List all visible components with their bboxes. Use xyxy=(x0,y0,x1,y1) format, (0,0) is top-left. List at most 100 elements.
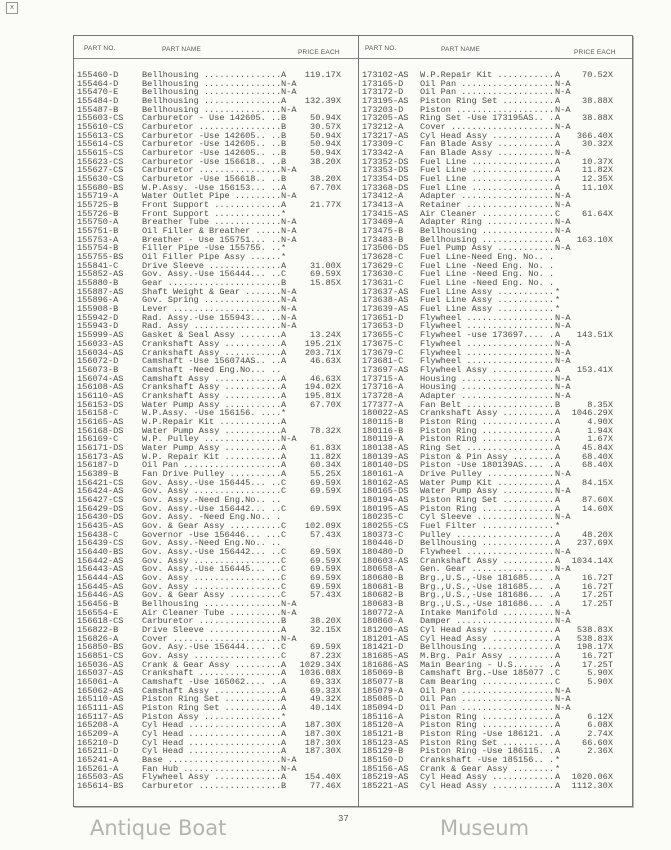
part-name: Oil Pan xyxy=(420,687,555,696)
part-number: 173415-AS xyxy=(362,208,409,219)
table-row: 156034-AS Crankshaft AssyA 203.71X xyxy=(77,347,347,358)
price-grade: N-A xyxy=(555,703,571,714)
part-number: 180681-B xyxy=(362,581,404,592)
price-each: 1036.08X xyxy=(299,668,341,679)
table-row: 155908-B LeverN-A xyxy=(77,305,347,314)
price-grade: A xyxy=(281,200,287,211)
price-grade: N-A xyxy=(555,200,571,211)
part-number: 156424-AS xyxy=(77,486,124,497)
price-each: 78.32X xyxy=(310,425,341,436)
part-number: 155614-CS xyxy=(77,139,124,150)
part-number: 173212-A xyxy=(362,122,404,133)
price-each: 16.72T xyxy=(582,581,613,592)
part-number: 156165-AS xyxy=(77,416,124,427)
table-row: 180603-AS Crankshaft AssyA 1034.14X xyxy=(362,556,627,566)
part-name: Bellhousing xyxy=(142,71,280,80)
part-number: 180119-A xyxy=(362,434,404,445)
part-number: 180140-DS xyxy=(362,460,409,471)
part-name: Cover xyxy=(142,635,280,644)
price-grade: A xyxy=(281,425,287,436)
part-number: 156440-BS xyxy=(77,546,124,557)
part-name: Piston Assy xyxy=(142,713,280,722)
table-row: 173412-A AdapterN-A xyxy=(362,192,627,201)
part-name: Carburetor -Use 156618.. xyxy=(142,175,280,184)
part-name: Carburetor -Use 142605.. xyxy=(142,149,280,158)
table-row: 180860-A DamperN-A xyxy=(362,617,627,626)
part-name: Fuel Filter xyxy=(420,522,555,531)
part-number: 156108-AS xyxy=(77,382,124,393)
price-grade: B xyxy=(281,616,287,627)
table-row: 156439-CS Gov. Assy.-Need Eng.No.. xyxy=(77,539,347,548)
price-each: 237.69X xyxy=(576,538,613,549)
part-number: 173195-AS xyxy=(362,96,409,107)
table-row: 185156-AS Crank & Gear Assy* xyxy=(362,765,627,774)
part-number: 155484-D xyxy=(77,96,119,107)
part-number: 185116-A xyxy=(362,711,404,722)
table-row: 173631-C Fuel Line -Need Eng. No. xyxy=(362,279,627,288)
part-name: Bellhousing xyxy=(142,88,280,97)
price-grade: A xyxy=(281,399,287,410)
price-grade: B xyxy=(281,113,287,124)
part-name: Carburetor xyxy=(142,123,280,132)
part-number: 155908-B xyxy=(77,304,119,315)
right-header-part-no: PART NO. xyxy=(365,45,397,52)
part-number: 165117-AS xyxy=(77,711,124,722)
price-grade: C xyxy=(281,590,287,601)
part-name: Carburetor -Use 142605.. xyxy=(142,132,280,141)
part-number: 180446-D xyxy=(362,538,404,549)
table-row: 173212-A CoverN-A xyxy=(362,123,627,132)
part-number: 181201-AS xyxy=(362,633,409,644)
price-each: 13.24X xyxy=(310,330,341,341)
part-number: 180658-A xyxy=(362,564,404,575)
table-row: 173172-D Oil PanN-A xyxy=(362,88,627,97)
part-number: 180138-AS xyxy=(362,442,409,453)
price-each: 8.35X xyxy=(587,399,613,410)
part-name: Shaft Weight & Gear xyxy=(142,288,280,297)
part-number: 156446-AS xyxy=(77,590,124,601)
table-row: 185077-B Cam BearingC 5.90X xyxy=(362,678,627,687)
table-row: 155999-AS Gasket & Seal AssyA 13.24X xyxy=(77,331,347,340)
part-number: 156439-CS xyxy=(77,538,124,549)
table-row: 156446-AS Gov. & Gear AssyC 57.43X xyxy=(77,591,347,600)
part-number: 173309-C xyxy=(362,139,404,150)
price-each: 5.90X xyxy=(587,668,613,679)
part-name: Oil Pan xyxy=(420,695,555,704)
price-grade: A xyxy=(281,356,287,367)
part-number: 156034-AS xyxy=(77,347,124,358)
part-name: Gov. Assy xyxy=(142,557,280,566)
part-name: Housing xyxy=(420,375,555,384)
table-row: 156173-AS W.P. Repair KitA 11.82X xyxy=(77,452,347,462)
part-number: 165261-A xyxy=(77,763,119,774)
table-row: 173638-AS Fuel Line Assy* xyxy=(362,296,627,305)
price-grade: N-A xyxy=(555,390,571,401)
price-each: 17.25T xyxy=(582,659,613,670)
table-row: 155470-E BellhousingN-A xyxy=(77,88,347,97)
price-each: 49.32X xyxy=(310,694,341,705)
price-each: 84.15X xyxy=(582,477,613,488)
price-each: 1.94X xyxy=(587,425,613,436)
table-row: 155719-A Water Outlet PipeN-A xyxy=(77,192,347,201)
price-each: 38.20X xyxy=(310,174,341,185)
part-number: 173655-C xyxy=(362,330,404,341)
price-grade: N-A xyxy=(281,755,297,766)
part-name: Ring Set -Use 173195AS.. xyxy=(420,114,555,123)
price-grade: N-A xyxy=(281,763,297,774)
price-each: 77.46X xyxy=(310,781,341,792)
part-name: Gov. Assy. -Need Eng.No.. xyxy=(142,513,280,522)
price-grade: A xyxy=(555,408,561,419)
price-grade: C xyxy=(281,529,287,540)
price-each: 10.37X xyxy=(582,156,613,167)
table-row: 156153-DS Water Pump AssyA 67.70X xyxy=(77,399,347,410)
right-header-part-name: PART NAME xyxy=(441,46,481,53)
part-name: Gov. Spring xyxy=(142,296,280,305)
part-number: 173631-C xyxy=(362,278,404,289)
part-number: 173629-C xyxy=(362,260,404,271)
part-name: Piston Ring -Use 186115. xyxy=(420,747,555,756)
part-number: 181421-D xyxy=(362,642,404,653)
part-name: Flywheel xyxy=(420,349,555,358)
table-row: 156033-AS Crankshaft AssyA 195.21X xyxy=(77,340,347,349)
price-each: 153.41X xyxy=(576,364,613,375)
